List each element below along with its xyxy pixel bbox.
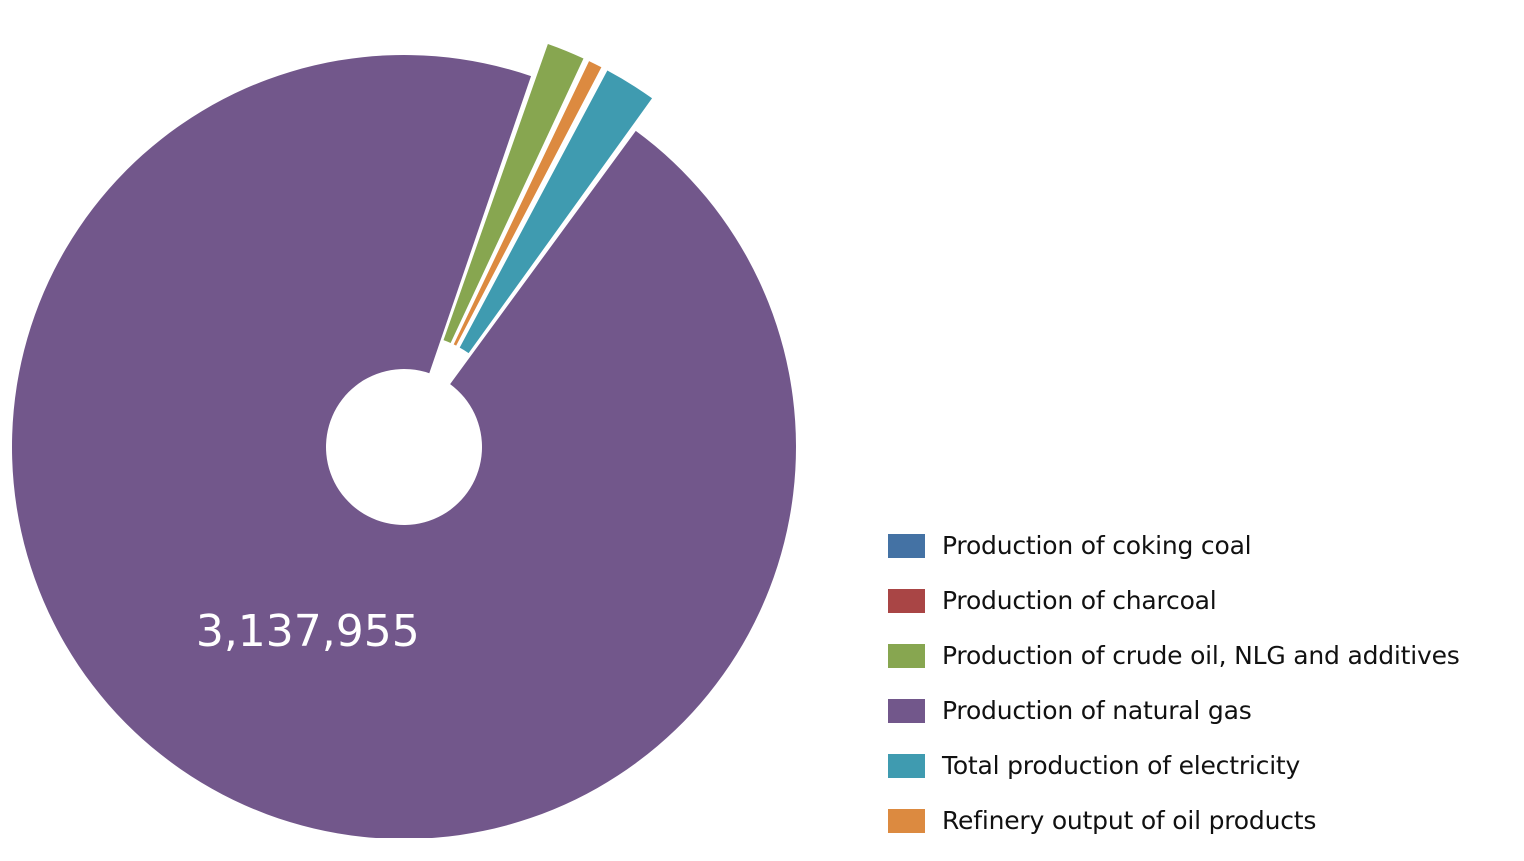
legend-label: Production of natural gas xyxy=(942,696,1252,725)
pie-data-labels: 3,137,955 xyxy=(196,606,420,657)
legend-label: Production of charcoal xyxy=(942,586,1217,615)
pie-slices xyxy=(12,43,796,838)
pie-slice-refinery-output-of-oil-products xyxy=(453,61,602,346)
pie-slice-production-of-crude-oil-nlg-and-additives xyxy=(443,43,584,344)
pie-slice-total-production-of-electricity xyxy=(459,70,653,354)
legend-swatch xyxy=(888,699,925,723)
pie-slice-production-of-natural-gas xyxy=(12,55,796,838)
legend-swatch xyxy=(888,589,925,613)
legend-label: Total production of electricity xyxy=(942,751,1301,780)
pie-chart: 3,137,955 xyxy=(12,43,796,838)
legend-swatch xyxy=(888,754,925,778)
chart-root: 3,137,955 Production of coking coal Prod… xyxy=(12,43,1460,838)
legend-swatch xyxy=(888,644,925,668)
legend-swatch xyxy=(888,534,925,558)
legend-label: Production of coking coal xyxy=(942,531,1252,560)
legend-swatch xyxy=(888,809,925,833)
pie-data-label: 3,137,955 xyxy=(196,606,420,657)
legend-label: Refinery output of oil products xyxy=(942,806,1317,835)
legend-label: Production of crude oil, NLG and additiv… xyxy=(942,641,1460,670)
